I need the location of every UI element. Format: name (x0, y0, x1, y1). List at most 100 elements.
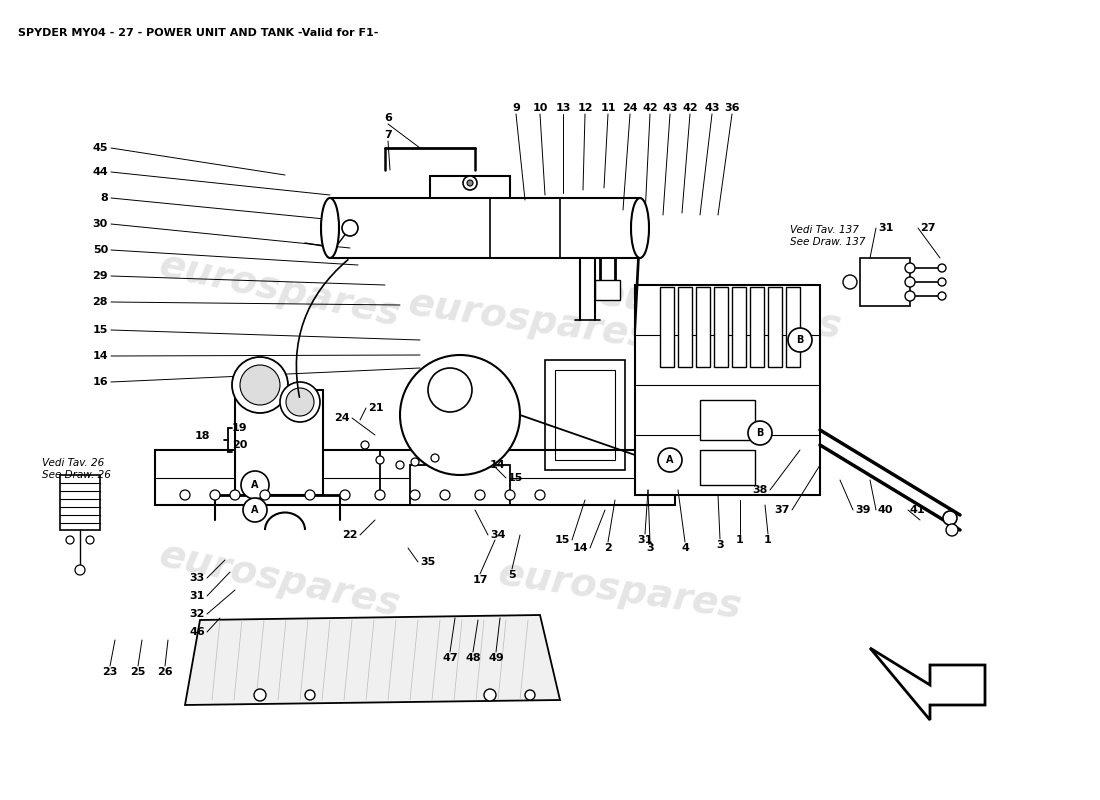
Circle shape (230, 490, 240, 500)
Bar (235, 390, 323, 495)
Text: 32: 32 (189, 609, 205, 619)
Circle shape (400, 355, 520, 475)
Circle shape (905, 291, 915, 301)
Circle shape (658, 448, 682, 472)
Text: 21: 21 (368, 403, 384, 413)
FancyArrowPatch shape (296, 260, 348, 398)
Circle shape (376, 456, 384, 464)
Text: 17: 17 (472, 575, 487, 585)
Text: 14: 14 (92, 351, 108, 361)
Text: 16: 16 (92, 377, 108, 387)
Circle shape (75, 565, 85, 575)
Text: 15: 15 (554, 535, 570, 545)
Bar (60, 475, 100, 530)
Text: 38: 38 (752, 485, 768, 495)
Text: 18: 18 (195, 431, 210, 441)
Text: 31: 31 (189, 591, 205, 601)
Ellipse shape (631, 198, 649, 258)
Text: 13: 13 (556, 103, 571, 113)
Text: eurospares: eurospares (596, 274, 845, 346)
Circle shape (396, 461, 404, 469)
Circle shape (525, 690, 535, 700)
Circle shape (905, 277, 915, 287)
Text: eurospares: eurospares (156, 536, 404, 624)
Circle shape (938, 292, 946, 300)
Text: 50: 50 (92, 245, 108, 255)
Bar (700, 400, 755, 440)
Circle shape (305, 490, 315, 500)
Text: 33: 33 (189, 573, 205, 583)
Circle shape (340, 490, 350, 500)
Text: B: B (796, 335, 804, 345)
Circle shape (440, 490, 450, 500)
Bar (330, 198, 640, 258)
Text: 30: 30 (92, 219, 108, 229)
Ellipse shape (321, 198, 339, 258)
Text: 28: 28 (92, 297, 108, 307)
Text: 3: 3 (646, 543, 653, 553)
Bar (732, 287, 746, 367)
Circle shape (505, 490, 515, 500)
Text: 35: 35 (420, 557, 436, 567)
Bar (635, 285, 820, 495)
Text: 23: 23 (102, 667, 118, 677)
Circle shape (86, 536, 94, 544)
Text: eurospares: eurospares (156, 246, 404, 334)
Text: 47: 47 (442, 653, 458, 663)
Text: 1: 1 (736, 535, 744, 545)
Text: 4: 4 (681, 543, 689, 553)
Text: 44: 44 (92, 167, 108, 177)
Text: 25: 25 (130, 667, 145, 677)
Circle shape (305, 690, 315, 700)
Polygon shape (185, 615, 560, 705)
Circle shape (843, 275, 857, 289)
Circle shape (361, 441, 368, 449)
Text: 22: 22 (342, 530, 358, 540)
Text: 40: 40 (878, 505, 893, 515)
Text: 19: 19 (232, 423, 248, 433)
Circle shape (788, 328, 812, 352)
Bar (660, 287, 674, 367)
Circle shape (431, 454, 439, 462)
Text: 37: 37 (774, 505, 790, 515)
Circle shape (938, 264, 946, 272)
Circle shape (260, 490, 270, 500)
Text: Vedi Tav. 137
See Draw. 137: Vedi Tav. 137 See Draw. 137 (790, 225, 866, 246)
Text: 2: 2 (604, 543, 612, 553)
Bar (595, 280, 620, 300)
Bar (750, 287, 764, 367)
Circle shape (241, 471, 270, 499)
Text: 43: 43 (662, 103, 678, 113)
Text: 11: 11 (601, 103, 616, 113)
Circle shape (243, 498, 267, 522)
Circle shape (66, 536, 74, 544)
Bar (544, 360, 625, 470)
Text: 34: 34 (490, 530, 506, 540)
Bar (410, 465, 510, 505)
Text: eurospares: eurospares (406, 284, 654, 356)
Text: 9: 9 (513, 103, 520, 113)
Text: B: B (757, 428, 763, 438)
Text: SPYDER MY04 - 27 - POWER UNIT AND TANK -Valid for F1-: SPYDER MY04 - 27 - POWER UNIT AND TANK -… (18, 28, 378, 38)
Circle shape (254, 689, 266, 701)
Text: 39: 39 (855, 505, 870, 515)
Text: 31: 31 (878, 223, 893, 233)
Circle shape (463, 176, 477, 190)
Circle shape (410, 490, 420, 500)
Circle shape (375, 490, 385, 500)
Text: 27: 27 (920, 223, 935, 233)
Circle shape (342, 220, 358, 236)
Circle shape (943, 511, 957, 525)
Circle shape (240, 365, 280, 405)
Circle shape (210, 490, 220, 500)
Circle shape (475, 490, 485, 500)
Text: 42: 42 (642, 103, 658, 113)
Circle shape (411, 458, 419, 466)
Text: 29: 29 (92, 271, 108, 281)
Text: 1: 1 (764, 535, 772, 545)
Text: 5: 5 (508, 570, 516, 580)
Text: 3: 3 (716, 540, 724, 550)
Circle shape (748, 421, 772, 445)
Bar (860, 258, 910, 306)
Text: 46: 46 (189, 627, 205, 637)
